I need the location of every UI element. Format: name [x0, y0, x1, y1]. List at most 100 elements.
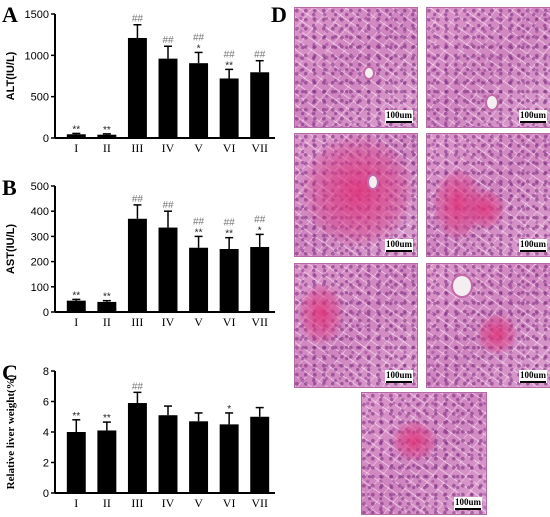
bar-II [97, 134, 117, 138]
significance-hash: ## [132, 194, 144, 205]
y-tick-label: 0 [43, 133, 49, 145]
x-tick-label: V [194, 315, 203, 329]
x-tick-label: II [103, 141, 111, 155]
necrotic-area [299, 284, 343, 344]
significance-hash: ## [162, 35, 174, 46]
micrograph-v: 100um [294, 263, 418, 388]
micrograph-iii: 100um [294, 133, 418, 257]
bar-VI [219, 78, 239, 138]
bar-II [97, 301, 117, 312]
significance-hash: ## [224, 218, 236, 229]
x-tick-label: I [74, 315, 78, 329]
significance-hash: ## [132, 381, 144, 392]
bar-V [189, 421, 209, 493]
significance-hash: ## [254, 50, 266, 61]
y-axis-label: Relative liver weight(%) [5, 374, 17, 489]
y-tick-label: 6 [43, 397, 49, 409]
panel-d-label: D [271, 2, 287, 27]
micrograph-i: 100um [294, 7, 418, 128]
central-vein [367, 174, 379, 190]
y-tick-label: 8 [43, 366, 49, 378]
necrotic-area [303, 136, 413, 246]
bar-III [127, 218, 147, 312]
y-tick-label: 0 [43, 307, 49, 319]
bar-IV [158, 227, 178, 312]
x-tick-label: III [131, 496, 143, 510]
significance-star: ** [225, 60, 233, 71]
significance-star: * [197, 43, 201, 54]
central-vein [363, 66, 375, 80]
bar-IV [158, 415, 178, 493]
scale-bar: 100um [518, 239, 547, 252]
scale-bar: 100um [453, 497, 482, 510]
significance-hash: ## [254, 214, 266, 225]
x-tick-label: III [131, 141, 143, 155]
bar-VI [219, 424, 239, 493]
y-tick-label: 4 [43, 427, 49, 439]
significance-hash: ## [193, 216, 205, 227]
central-vein [451, 274, 473, 298]
panel-b-label: B [2, 175, 17, 200]
panel-c-label: C [2, 360, 18, 385]
y-tick-label: 1000 [25, 50, 49, 62]
y-tick-label: 0 [43, 488, 49, 500]
micrograph-vi: 100um [426, 263, 550, 388]
necrotic-area [465, 189, 505, 229]
necrotic-area [477, 314, 517, 354]
y-tick-label: 200 [31, 257, 49, 269]
y-tick-label: 500 [31, 92, 49, 104]
scale-bar: 100um [518, 110, 547, 123]
x-tick-label: IV [162, 315, 175, 329]
scale-bar: 100um [384, 110, 413, 123]
x-tick-label: VII [251, 496, 268, 510]
significance-hash: ## [132, 14, 144, 25]
x-tick-label: VI [223, 496, 236, 510]
y-tick-label: 400 [31, 206, 49, 218]
y-axis-label: AST(IU/L) [5, 224, 17, 274]
bar-V [189, 247, 209, 312]
significance-hash: ## [224, 49, 236, 60]
x-tick-label: VI [223, 315, 236, 329]
bar-charts: AALT(IU/L)050010001500**I**II##III##IV*#… [2, 2, 275, 510]
significance-star: ** [72, 290, 80, 301]
significance-hash: ## [162, 200, 174, 211]
micrograph-ii: 100um [426, 7, 550, 128]
y-tick-label: 300 [31, 231, 49, 243]
y-tick-label: 2 [43, 458, 49, 470]
x-tick-label: V [194, 496, 203, 510]
panel-a-label: A [2, 2, 18, 27]
significance-star: * [227, 404, 231, 415]
bar-I [66, 300, 86, 312]
x-tick-label: IV [162, 496, 175, 510]
bar-VII [250, 246, 270, 312]
central-vein [485, 94, 499, 111]
significance-star: ** [225, 229, 233, 240]
x-tick-label: VII [251, 141, 268, 155]
significance-star: ** [195, 227, 203, 238]
bar-VI [219, 249, 239, 312]
bar-III [127, 37, 147, 139]
scale-bar: 100um [384, 239, 413, 252]
significance-star: * [258, 225, 262, 236]
micrograph-vii: 100um [361, 392, 487, 515]
micrograph-iv: 100um [426, 133, 550, 257]
bar-VII [250, 416, 270, 493]
x-tick-label: II [103, 315, 111, 329]
scale-bar: 100um [518, 370, 547, 383]
bar-VII [250, 72, 270, 138]
bar-I [66, 134, 86, 138]
significance-star: ** [103, 413, 111, 424]
scale-bar: 100um [384, 370, 413, 383]
bar-II [97, 430, 117, 493]
x-tick-label: VII [251, 315, 268, 329]
bar-IV [158, 58, 178, 138]
bar-I [66, 432, 86, 493]
x-tick-label: III [131, 315, 143, 329]
significance-star: ** [72, 124, 80, 135]
x-tick-label: IV [162, 141, 175, 155]
significance-star: ** [72, 411, 80, 422]
y-tick-label: 500 [31, 181, 49, 193]
significance-star: ** [103, 125, 111, 136]
bar-V [189, 63, 209, 138]
y-axis-label: ALT(IU/L) [5, 51, 17, 100]
